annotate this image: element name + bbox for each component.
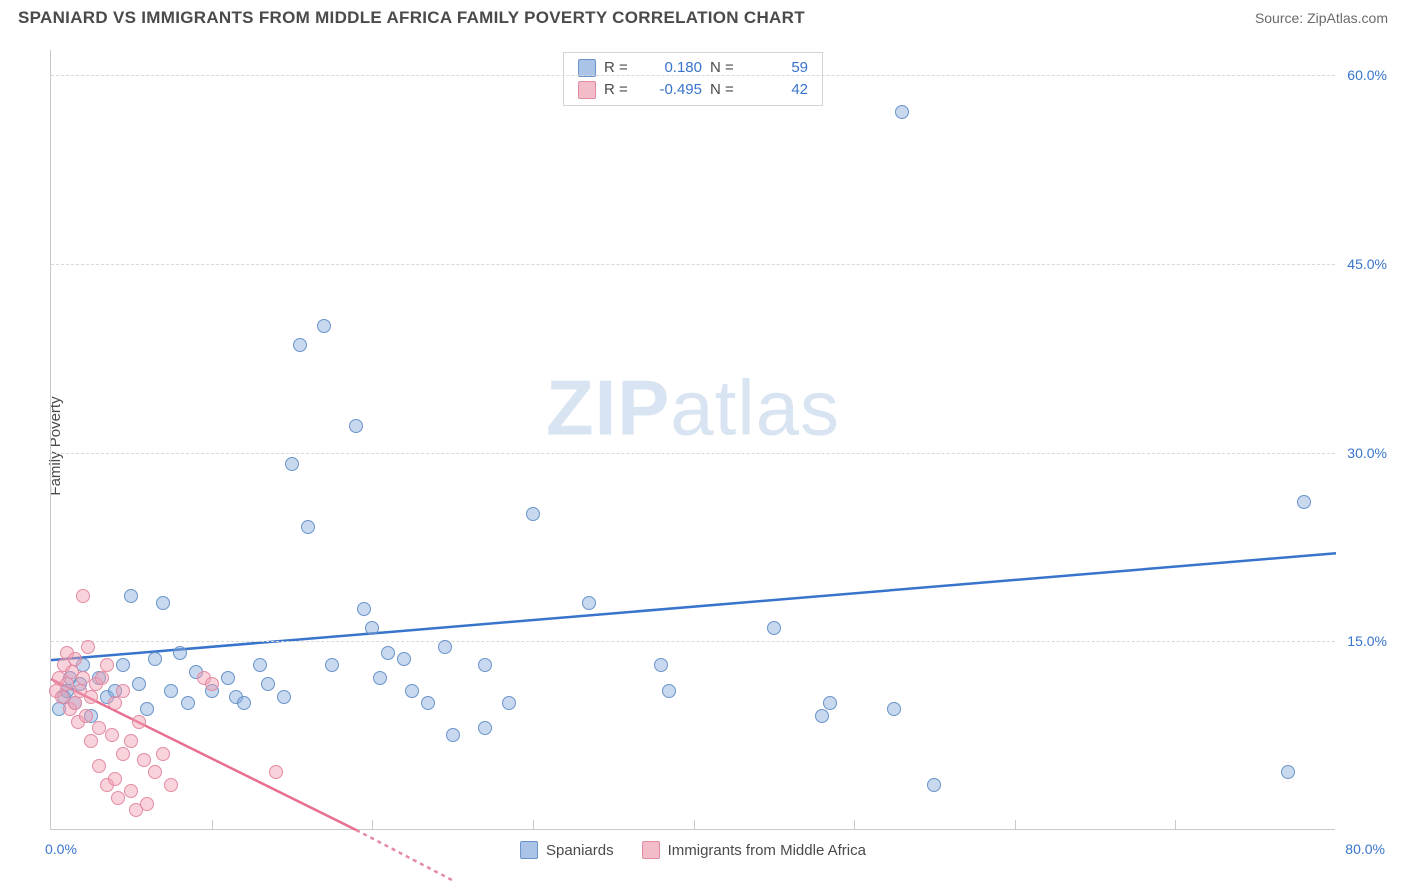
data-point-spaniards [148, 652, 162, 666]
plot-wrap: ZIPatlas R = 0.180 N = 59 R = -0.495 N =… [50, 50, 1370, 830]
x-tick-mark [533, 820, 534, 830]
gridline-h [51, 641, 1335, 642]
data-point-spaniards [438, 640, 452, 654]
x-tick-mark [854, 820, 855, 830]
swatch-pink [642, 841, 660, 859]
data-point-immigrants [76, 589, 90, 603]
data-point-spaniards [654, 658, 668, 672]
data-point-immigrants [137, 753, 151, 767]
x-tick-mark [694, 820, 695, 830]
data-point-immigrants [116, 684, 130, 698]
data-point-spaniards [293, 338, 307, 352]
data-point-immigrants [111, 791, 125, 805]
trend-lines [51, 50, 1335, 829]
x-tick-mark [212, 820, 213, 830]
scatter-plot: ZIPatlas R = 0.180 N = 59 R = -0.495 N =… [50, 50, 1335, 830]
data-point-spaniards [164, 684, 178, 698]
data-point-spaniards [887, 702, 901, 716]
data-point-spaniards [446, 728, 460, 742]
data-point-spaniards [325, 658, 339, 672]
data-point-immigrants [140, 797, 154, 811]
data-point-immigrants [95, 671, 109, 685]
legend-item-immigrants: Immigrants from Middle Africa [642, 841, 866, 859]
data-point-immigrants [84, 734, 98, 748]
data-point-spaniards [373, 671, 387, 685]
data-point-spaniards [478, 658, 492, 672]
data-point-spaniards [124, 589, 138, 603]
data-point-spaniards [237, 696, 251, 710]
source-link[interactable]: ZipAtlas.com [1307, 10, 1388, 26]
y-tick-label: 30.0% [1341, 445, 1387, 461]
y-tick-label: 60.0% [1341, 67, 1387, 83]
data-point-immigrants [68, 696, 82, 710]
data-point-spaniards [277, 690, 291, 704]
data-point-immigrants [68, 652, 82, 666]
data-point-immigrants [124, 784, 138, 798]
data-point-spaniards [815, 709, 829, 723]
data-point-immigrants [132, 715, 146, 729]
data-point-immigrants [79, 709, 93, 723]
data-point-immigrants [105, 728, 119, 742]
legend-item-spaniards: Spaniards [520, 841, 614, 859]
gridline-h [51, 453, 1335, 454]
data-point-spaniards [173, 646, 187, 660]
data-point-spaniards [357, 602, 371, 616]
data-point-immigrants [205, 677, 219, 691]
data-point-spaniards [927, 778, 941, 792]
y-tick-label: 15.0% [1341, 633, 1387, 649]
data-point-immigrants [116, 747, 130, 761]
data-point-spaniards [221, 671, 235, 685]
data-point-immigrants [92, 759, 106, 773]
data-point-immigrants [148, 765, 162, 779]
swatch-blue [520, 841, 538, 859]
data-point-immigrants [108, 772, 122, 786]
data-point-spaniards [1281, 765, 1295, 779]
data-point-immigrants [81, 640, 95, 654]
data-point-immigrants [108, 696, 122, 710]
gridline-h [51, 75, 1335, 76]
data-point-spaniards [365, 621, 379, 635]
data-point-spaniards [895, 105, 909, 119]
data-point-spaniards [381, 646, 395, 660]
data-point-spaniards [301, 520, 315, 534]
data-point-spaniards [181, 696, 195, 710]
chart-header: SPANIARD VS IMMIGRANTS FROM MIDDLE AFRIC… [0, 0, 1406, 34]
y-tick-label: 45.0% [1341, 256, 1387, 272]
source-attribution: Source: ZipAtlas.com [1255, 10, 1388, 26]
data-point-spaniards [116, 658, 130, 672]
data-point-spaniards [1297, 495, 1311, 509]
data-point-spaniards [421, 696, 435, 710]
data-point-spaniards [397, 652, 411, 666]
data-point-immigrants [164, 778, 178, 792]
data-point-immigrants [156, 747, 170, 761]
data-point-spaniards [285, 457, 299, 471]
data-point-spaniards [317, 319, 331, 333]
data-point-spaniards [132, 677, 146, 691]
data-point-immigrants [84, 690, 98, 704]
x-axis-max: 80.0% [1345, 841, 1385, 857]
series-legend: Spaniards Immigrants from Middle Africa [520, 841, 866, 859]
gridline-h [51, 264, 1335, 265]
chart-title: SPANIARD VS IMMIGRANTS FROM MIDDLE AFRIC… [18, 8, 805, 28]
x-tick-mark [372, 820, 373, 830]
data-point-immigrants [100, 658, 114, 672]
data-point-spaniards [502, 696, 516, 710]
data-point-spaniards [823, 696, 837, 710]
x-tick-mark [1175, 820, 1176, 830]
data-point-spaniards [526, 507, 540, 521]
data-point-spaniards [405, 684, 419, 698]
data-point-spaniards [662, 684, 676, 698]
data-point-immigrants [124, 734, 138, 748]
data-point-spaniards [156, 596, 170, 610]
data-point-spaniards [140, 702, 154, 716]
data-point-spaniards [767, 621, 781, 635]
data-point-spaniards [478, 721, 492, 735]
x-axis-min: 0.0% [45, 841, 77, 857]
x-tick-mark [1015, 820, 1016, 830]
data-point-spaniards [261, 677, 275, 691]
data-point-spaniards [349, 419, 363, 433]
data-point-spaniards [253, 658, 267, 672]
data-point-immigrants [269, 765, 283, 779]
data-point-spaniards [582, 596, 596, 610]
